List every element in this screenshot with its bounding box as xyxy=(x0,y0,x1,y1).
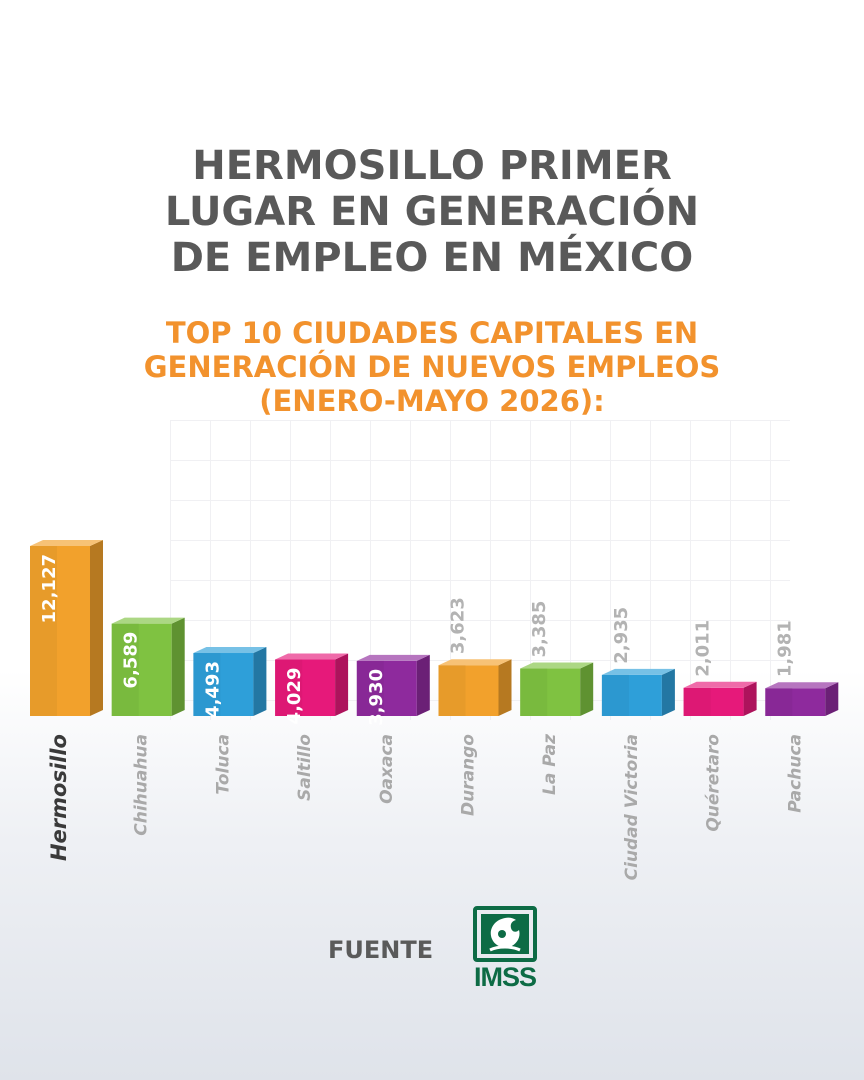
category-label: Hermosillo xyxy=(47,734,71,861)
page-title: HERMOSILLO PRIMER LUGAR EN GENERACIÓN DE… xyxy=(0,143,864,281)
bar-top xyxy=(193,647,267,654)
bar-value-label: 6,589 xyxy=(121,632,142,689)
category-label: Quéretaro xyxy=(704,734,724,832)
bar-top xyxy=(30,540,103,546)
bar-top xyxy=(520,662,594,669)
category-label: Durango xyxy=(459,734,479,816)
bar-front xyxy=(438,665,499,716)
bar-front xyxy=(275,659,336,716)
bar-shade xyxy=(601,674,629,716)
category-label: Ciudad Victoria xyxy=(622,734,642,880)
bar-top xyxy=(275,653,349,660)
category-label: Oaxaca xyxy=(377,734,397,804)
bar-value-label: 12,127 xyxy=(39,554,60,623)
title-line: LUGAR EN GENERACIÓN xyxy=(164,189,700,235)
bar-value-label: 4,493 xyxy=(202,661,223,718)
bar-top xyxy=(356,654,430,661)
bar-value-label: 2,935 xyxy=(611,607,632,664)
bar-side xyxy=(90,540,103,716)
bar-shade xyxy=(30,546,57,716)
bar-side xyxy=(825,682,839,716)
bar-value-label: 3,385 xyxy=(529,601,550,658)
bar-side xyxy=(580,662,594,716)
bar-side xyxy=(253,647,267,716)
imss-logo: IMSS xyxy=(473,906,537,992)
subtitle-line: (ENERO-MAYO 2026): xyxy=(259,384,605,418)
bar-front xyxy=(193,653,254,716)
subtitle-line: GENERACIÓN DE NUEVOS EMPLEOS xyxy=(143,350,721,384)
subtitle-line: TOP 10 CIUDADES CAPITALES EN xyxy=(165,316,699,350)
imss-logo-text: IMSS xyxy=(474,962,536,992)
bar-front xyxy=(683,687,744,716)
bar-side xyxy=(416,654,430,716)
bar-front xyxy=(356,660,417,716)
title-line: DE EMPLEO EN MÉXICO xyxy=(170,235,694,281)
bar-value-label: 3,623 xyxy=(448,597,469,654)
category-label: Toluca xyxy=(213,734,233,795)
bar-side xyxy=(171,617,185,716)
bar-value-label: 2,011 xyxy=(693,620,714,677)
bar-top xyxy=(438,659,512,666)
category-label: Pachuca xyxy=(785,734,805,813)
bar-shade xyxy=(683,687,711,716)
bar-side xyxy=(335,653,349,716)
bar-value-label: 4,029 xyxy=(284,668,305,725)
title-line: HERMOSILLO PRIMER xyxy=(192,143,672,189)
category-label: La Paz xyxy=(540,734,560,795)
bar-shade xyxy=(520,668,548,716)
bar-top xyxy=(683,681,757,688)
source-label: FUENTE xyxy=(328,936,434,964)
bar-front xyxy=(765,688,826,716)
bar-shade xyxy=(356,660,384,716)
bar-value-label: 3,930 xyxy=(366,669,387,726)
bar-top xyxy=(765,682,839,689)
bar-value-label: 1,981 xyxy=(774,620,795,677)
bar-side xyxy=(743,681,757,716)
category-label: Saltillo xyxy=(295,734,315,801)
category-label: Chihuahua xyxy=(132,734,152,836)
bar-side xyxy=(661,668,675,716)
bar-shade xyxy=(193,653,221,716)
bar-shade xyxy=(438,665,466,716)
bar-front xyxy=(520,668,581,716)
imss-eagle-icon xyxy=(473,906,537,962)
bar-side xyxy=(498,659,512,716)
bar-front xyxy=(601,674,662,716)
bar-shade xyxy=(765,688,793,716)
bar-shade xyxy=(275,659,303,716)
bar-shade xyxy=(111,623,139,716)
bar-front xyxy=(111,623,172,716)
bar-front xyxy=(30,546,90,716)
bar-top xyxy=(111,617,185,624)
chart-subtitle: TOP 10 CIUDADES CAPITALES EN GENERACIÓN … xyxy=(0,316,864,418)
bar-top xyxy=(601,668,675,675)
